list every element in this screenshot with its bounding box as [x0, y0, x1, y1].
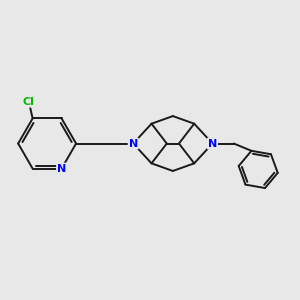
- Text: Cl: Cl: [23, 97, 35, 107]
- Text: N: N: [57, 164, 66, 174]
- Text: N: N: [208, 139, 217, 148]
- Text: N: N: [129, 139, 138, 148]
